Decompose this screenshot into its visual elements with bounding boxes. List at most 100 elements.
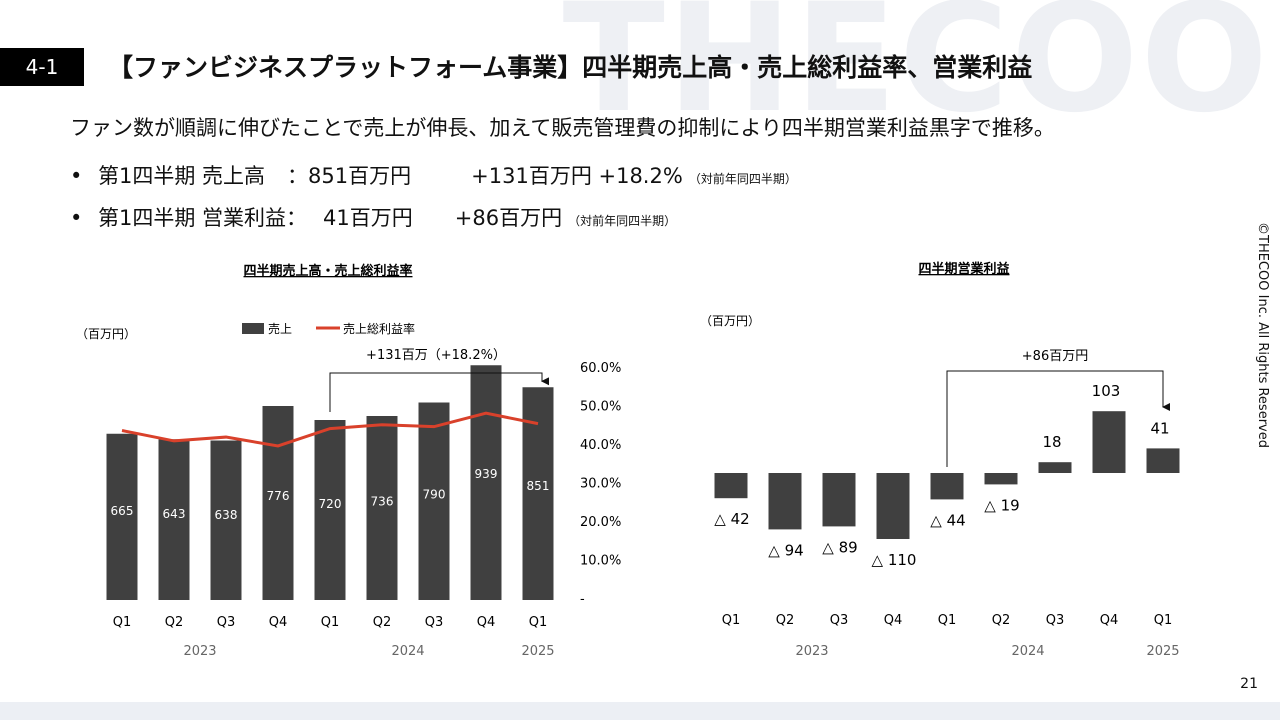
legend-sales-label: 売上 (268, 321, 292, 336)
sales-bar (106, 433, 138, 600)
profit-bar-label: △ 94 (768, 541, 803, 559)
x-tick-label: Q3 (1046, 613, 1065, 628)
x-tick-label: Q1 (722, 613, 741, 628)
copyright-text: ©THECOO Inc. All Rights Reserved (1255, 222, 1270, 448)
profit-bar-label: 41 (1150, 419, 1169, 437)
right-axis-tick: - (580, 592, 585, 607)
profit-bar-label: △ 44 (930, 511, 965, 529)
sales-bar (366, 416, 398, 600)
year-label: 2025 (1146, 644, 1179, 659)
profit-bar (768, 473, 802, 530)
bullet-sales: • 第1四半期 売上高 ： 851百万円 +131百万円 +18.2% （対前年… (70, 160, 797, 190)
profit-bar (930, 473, 964, 500)
bullet-separator: ： (286, 206, 308, 230)
x-tick-label: Q2 (992, 613, 1011, 628)
x-tick-label: Q1 (1154, 613, 1173, 628)
right-axis-tick: 40.0% (580, 438, 621, 453)
sales-bar (158, 439, 190, 600)
sales-bar-label: 776 (267, 489, 290, 503)
annotation-bracket (329, 372, 549, 412)
footer-band (0, 702, 1280, 720)
chart-title: 四半期売上高・売上総利益率 (243, 263, 412, 279)
profit-bar (714, 473, 748, 499)
annotation-label: +86百万円 (1022, 349, 1088, 364)
margin-line (121, 411, 539, 448)
unit-label: （百万円） (700, 314, 760, 328)
right-axis-tick: 20.0% (580, 515, 621, 530)
year-label: 2023 (183, 644, 216, 659)
x-tick-label: Q2 (373, 615, 392, 630)
bullet-separator: ： (287, 164, 309, 188)
sales-bar (470, 365, 502, 600)
profit-bar (1038, 462, 1072, 473)
profit-bar-label: △ 89 (822, 538, 857, 556)
bullet-label: 第1四半期 営業利益 (98, 206, 287, 230)
profit-bar-label: △ 110 (872, 551, 917, 569)
right-axis-tick: 10.0% (580, 554, 621, 569)
profit-bar-label: △ 19 (984, 496, 1019, 514)
right-axis-tick: 30.0% (580, 477, 621, 492)
sales-bar (522, 387, 554, 600)
page-title: 【ファンビジネスプラットフォーム事業】四半期売上高・売上総利益率、営業利益 (108, 53, 1033, 82)
profit-bar (876, 473, 910, 539)
sales-bar-label: 736 (371, 495, 394, 509)
x-tick-label: Q3 (425, 615, 444, 630)
annotation-bracket (946, 370, 1170, 467)
sales-bar (418, 402, 450, 600)
bullet-value: 41百万円 (323, 206, 413, 230)
x-tick-label: Q2 (165, 615, 184, 630)
x-tick-label: Q3 (830, 613, 849, 628)
unit-label: （百万円） (76, 327, 136, 341)
x-tick-label: Q1 (938, 613, 957, 628)
sales-bar-label: 851 (527, 479, 550, 493)
sales-bar (210, 440, 242, 600)
section-number-badge: 4-1 (0, 48, 84, 86)
sales-bar-label: 643 (163, 507, 186, 521)
right-axis-tick: 50.0% (580, 400, 621, 415)
sales-bar-label: 665 (111, 504, 134, 518)
year-label: 2024 (391, 644, 424, 659)
x-tick-label: Q4 (884, 613, 903, 628)
profit-bar (1146, 448, 1180, 473)
year-label: 2025 (521, 644, 554, 659)
x-tick-label: Q1 (321, 615, 340, 630)
x-tick-label: Q1 (529, 615, 548, 630)
bullet-note: （対前年同四半期） (568, 214, 677, 228)
bullet-dot: • (70, 206, 83, 230)
profit-bar (822, 473, 856, 527)
bullet-change: +131百万円 +18.2% (471, 164, 683, 188)
year-label: 2023 (795, 644, 828, 659)
x-tick-label: Q4 (1100, 613, 1119, 628)
right-axis-tick: 60.0% (580, 361, 621, 376)
sales-bar (314, 420, 346, 600)
watermark-logo: THECOO (562, 0, 1270, 146)
profit-bar (984, 473, 1018, 485)
page-number: 21 (1240, 676, 1258, 692)
bullet-value: 851百万円 (308, 164, 412, 188)
bullet-label: 第1四半期 売上高 (98, 164, 266, 188)
legend-margin-label: 売上総利益率 (343, 321, 415, 336)
profit-bar-label: 103 (1092, 382, 1121, 400)
annotation-label: +131百万（+18.2%） (366, 348, 506, 363)
bullet-change: +86百万円 (454, 206, 563, 230)
sales-bar-label: 939 (475, 467, 498, 481)
legend-bar-swatch (242, 323, 264, 334)
x-tick-label: Q4 (477, 615, 496, 630)
sales-bar-label: 790 (423, 487, 446, 501)
profit-bar (1092, 411, 1126, 473)
x-tick-label: Q4 (269, 615, 288, 630)
x-tick-label: Q3 (217, 615, 236, 630)
x-tick-label: Q2 (776, 613, 795, 628)
chart-title: 四半期営業利益 (918, 261, 1009, 277)
bullet-operating-profit: • 第1四半期 営業利益 ： 41百万円 +86百万円 （対前年同四半期） (70, 202, 676, 232)
bullet-dot: • (70, 164, 83, 188)
x-tick-label: Q1 (113, 615, 132, 630)
profit-bar-label: 18 (1042, 433, 1061, 451)
profit-bar-label: △ 42 (714, 510, 749, 528)
bullet-note: （対前年同四半期） (688, 172, 797, 186)
sales-bar-label: 638 (215, 508, 238, 522)
year-label: 2024 (1011, 644, 1044, 659)
sales-bar (262, 406, 294, 600)
lead-text: ファン数が順調に伸びたことで売上が伸長、加えて販売管理費の抑制により四半期営業利… (70, 116, 1055, 140)
